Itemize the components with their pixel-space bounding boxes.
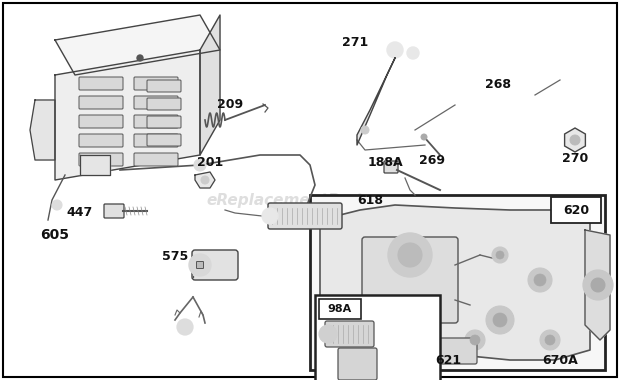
FancyBboxPatch shape bbox=[79, 77, 123, 90]
Text: 209: 209 bbox=[217, 98, 243, 111]
Circle shape bbox=[52, 200, 62, 210]
Polygon shape bbox=[80, 155, 110, 175]
Text: 269: 269 bbox=[419, 154, 445, 166]
Circle shape bbox=[465, 330, 485, 350]
FancyBboxPatch shape bbox=[438, 338, 477, 364]
Circle shape bbox=[189, 254, 211, 276]
FancyBboxPatch shape bbox=[147, 80, 181, 92]
Circle shape bbox=[470, 335, 480, 345]
FancyBboxPatch shape bbox=[134, 77, 178, 90]
FancyBboxPatch shape bbox=[134, 115, 178, 128]
Polygon shape bbox=[195, 172, 215, 188]
Circle shape bbox=[486, 306, 514, 334]
FancyBboxPatch shape bbox=[147, 98, 181, 110]
Circle shape bbox=[570, 135, 580, 145]
Text: 447: 447 bbox=[67, 206, 93, 218]
FancyBboxPatch shape bbox=[79, 96, 123, 109]
FancyBboxPatch shape bbox=[79, 153, 123, 166]
Circle shape bbox=[194, 159, 206, 171]
Bar bbox=[315, 295, 440, 380]
Text: 621: 621 bbox=[435, 353, 461, 366]
Circle shape bbox=[137, 55, 143, 61]
Circle shape bbox=[534, 274, 546, 286]
Text: 620: 620 bbox=[563, 204, 589, 217]
Circle shape bbox=[421, 134, 427, 140]
FancyBboxPatch shape bbox=[134, 134, 178, 147]
Text: 270: 270 bbox=[562, 152, 588, 165]
FancyBboxPatch shape bbox=[362, 237, 458, 323]
FancyBboxPatch shape bbox=[192, 250, 238, 280]
FancyBboxPatch shape bbox=[79, 115, 123, 128]
FancyBboxPatch shape bbox=[134, 96, 178, 109]
Text: 575: 575 bbox=[162, 250, 188, 263]
Text: 268: 268 bbox=[485, 78, 511, 90]
Polygon shape bbox=[200, 15, 220, 155]
Circle shape bbox=[177, 319, 193, 335]
FancyBboxPatch shape bbox=[134, 153, 178, 166]
Text: 201: 201 bbox=[197, 157, 223, 169]
FancyBboxPatch shape bbox=[268, 203, 342, 229]
FancyBboxPatch shape bbox=[104, 204, 124, 218]
Circle shape bbox=[407, 47, 419, 59]
Text: 670A: 670A bbox=[542, 353, 578, 366]
Circle shape bbox=[496, 251, 504, 259]
Circle shape bbox=[201, 176, 209, 184]
Circle shape bbox=[319, 325, 337, 343]
Circle shape bbox=[388, 233, 432, 277]
FancyBboxPatch shape bbox=[384, 161, 398, 173]
Circle shape bbox=[262, 208, 278, 224]
Circle shape bbox=[361, 126, 369, 134]
FancyBboxPatch shape bbox=[197, 261, 203, 269]
FancyBboxPatch shape bbox=[79, 134, 123, 147]
Circle shape bbox=[583, 270, 613, 300]
Text: eReplacementParts.com: eReplacementParts.com bbox=[206, 193, 414, 207]
Polygon shape bbox=[320, 205, 590, 360]
FancyBboxPatch shape bbox=[147, 116, 181, 128]
Circle shape bbox=[540, 330, 560, 350]
Text: 618: 618 bbox=[357, 193, 383, 206]
Polygon shape bbox=[55, 50, 200, 180]
Circle shape bbox=[387, 42, 403, 58]
Text: 188A: 188A bbox=[367, 155, 403, 168]
Circle shape bbox=[493, 313, 507, 327]
Polygon shape bbox=[585, 230, 610, 340]
Text: 605: 605 bbox=[40, 228, 69, 242]
Circle shape bbox=[492, 247, 508, 263]
FancyBboxPatch shape bbox=[147, 134, 181, 146]
Text: 271: 271 bbox=[342, 35, 368, 49]
Text: 98A: 98A bbox=[328, 304, 352, 314]
Bar bbox=[310, 195, 605, 370]
FancyBboxPatch shape bbox=[319, 299, 361, 319]
Circle shape bbox=[528, 268, 552, 292]
Polygon shape bbox=[30, 100, 55, 160]
FancyBboxPatch shape bbox=[338, 348, 377, 380]
Polygon shape bbox=[357, 58, 395, 145]
Polygon shape bbox=[55, 15, 220, 75]
Circle shape bbox=[398, 243, 422, 267]
FancyBboxPatch shape bbox=[551, 197, 601, 223]
FancyBboxPatch shape bbox=[325, 321, 374, 347]
Circle shape bbox=[545, 335, 555, 345]
Circle shape bbox=[591, 278, 605, 292]
